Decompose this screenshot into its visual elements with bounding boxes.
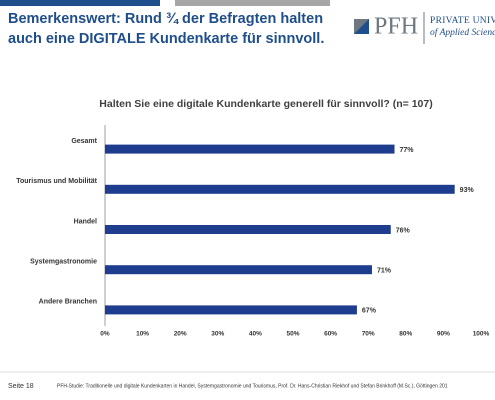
logo-text: of Applied Scienc (430, 27, 495, 38)
value-label: 71% (377, 268, 392, 275)
bar (105, 225, 391, 234)
slide-title: auch eine DIGITALE Kundenkarte für sinnv… (8, 31, 324, 47)
x-tick-label: 30% (211, 331, 224, 338)
category-label: Systemgastronomie (30, 259, 97, 266)
value-label: 77% (400, 147, 415, 154)
chart-title: Halten Sie eine digitale Kundenkarte gen… (99, 98, 432, 110)
bar (105, 265, 372, 275)
category-label: Gesamt (71, 138, 97, 145)
x-tick-label: 70% (362, 331, 375, 338)
x-tick-label: 90% (437, 331, 450, 338)
header-bar (175, 0, 330, 6)
category-label: Handel (74, 218, 97, 225)
bar (105, 305, 357, 315)
x-tick-label: 100% (473, 331, 490, 338)
category-label: Tourismus und Mobilität (16, 178, 97, 185)
value-label: 67% (362, 308, 377, 315)
header-bar (0, 0, 160, 6)
footnote: PFH-Studie: Traditionelle und digitale K… (57, 383, 448, 389)
logo-text: PRIVATE UNIVERS (430, 16, 495, 26)
page-number: Seite 18 (8, 383, 34, 390)
logo-icon (354, 19, 369, 34)
x-tick-label: 10% (136, 331, 149, 338)
logo-name: PFH (374, 14, 418, 40)
logo: PFH PRIVATE UNIVERS of Applied Scienc (354, 12, 495, 44)
bar (105, 144, 395, 154)
bar (105, 184, 455, 194)
x-tick-label: 40% (249, 331, 262, 338)
x-tick-label: 80% (399, 331, 412, 338)
x-tick-label: 0% (100, 331, 110, 338)
x-tick-label: 60% (324, 331, 337, 338)
x-tick-label: 50% (286, 331, 299, 338)
slide-title: Bemerkenswert: Rund ¾ der Befragten halt… (8, 11, 323, 27)
value-label: 76% (396, 227, 411, 234)
value-label: 93% (460, 187, 475, 194)
x-tick-label: 20% (174, 331, 187, 338)
category-label: Andere Branchen (39, 299, 97, 306)
